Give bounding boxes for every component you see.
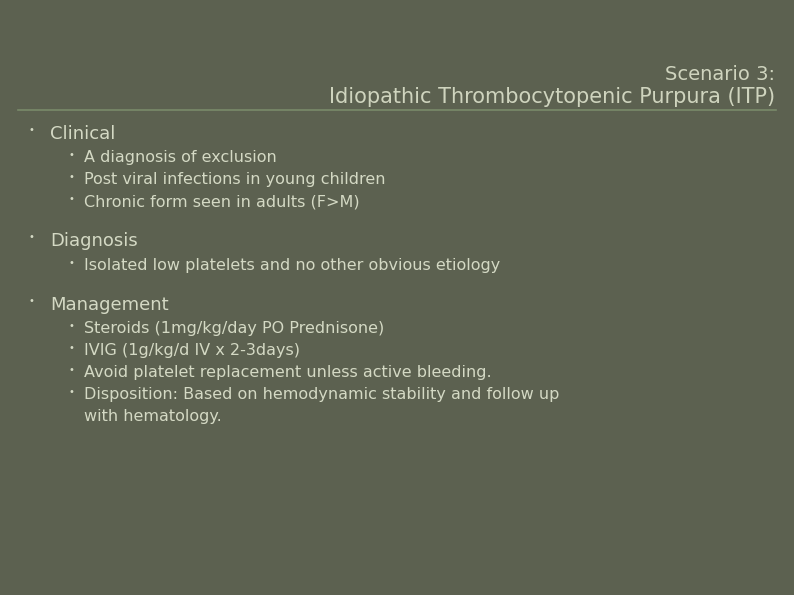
Text: Post viral infections in young children: Post viral infections in young children [84, 173, 386, 187]
Text: Isolated low platelets and no other obvious etiology: Isolated low platelets and no other obvi… [84, 258, 500, 273]
Text: •: • [68, 365, 74, 375]
Text: Clinical: Clinical [50, 125, 115, 143]
Text: Diagnosis: Diagnosis [50, 232, 137, 250]
Text: Chronic form seen in adults (F>M): Chronic form seen in adults (F>M) [84, 195, 360, 209]
Text: •: • [28, 296, 34, 306]
Text: Scenario 3:: Scenario 3: [665, 65, 775, 84]
Text: Management: Management [50, 296, 168, 314]
Text: with hematology.: with hematology. [84, 409, 222, 424]
Text: Idiopathic Thrombocytopenic Purpura (ITP): Idiopathic Thrombocytopenic Purpura (ITP… [329, 87, 775, 107]
Text: •: • [28, 232, 34, 242]
Text: Avoid platelet replacement unless active bleeding.: Avoid platelet replacement unless active… [84, 365, 491, 380]
Text: •: • [68, 343, 74, 353]
Text: •: • [68, 195, 74, 204]
Text: IVIG (1g/kg/d IV x 2-3days): IVIG (1g/kg/d IV x 2-3days) [84, 343, 300, 358]
Text: Disposition: Based on hemodynamic stability and follow up: Disposition: Based on hemodynamic stabil… [84, 387, 560, 402]
Text: •: • [28, 125, 34, 135]
Text: •: • [68, 321, 74, 331]
Text: A diagnosis of exclusion: A diagnosis of exclusion [84, 151, 277, 165]
Text: •: • [68, 387, 74, 397]
Text: •: • [68, 173, 74, 182]
Text: Steroids (1mg/kg/day PO Prednisone): Steroids (1mg/kg/day PO Prednisone) [84, 321, 384, 336]
Text: •: • [68, 258, 74, 268]
Text: •: • [68, 151, 74, 160]
